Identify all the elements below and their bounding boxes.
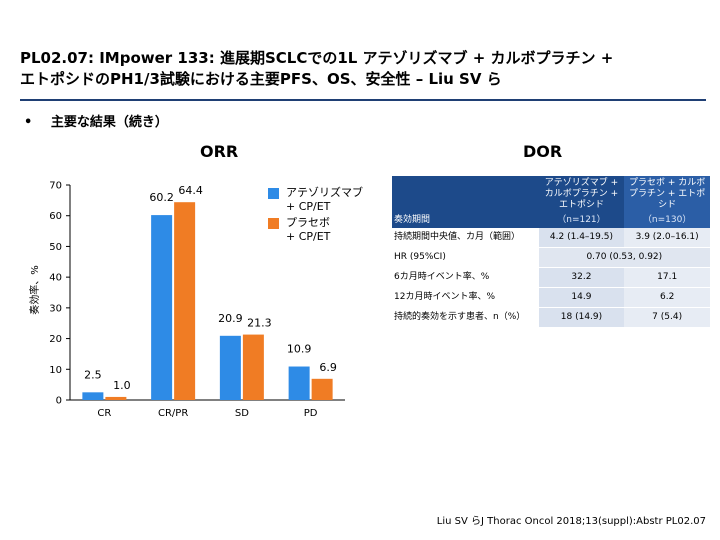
bar-atezo: [82, 392, 104, 400]
data-label: 2.5: [84, 368, 102, 381]
legend-placebo-line2: + CP/ET: [286, 230, 331, 243]
dor-row-c2: 17.1: [624, 267, 710, 288]
y-tick-label: 40: [49, 273, 62, 284]
dor-row-c1: 14.9: [538, 287, 625, 308]
y-tick-label: 30: [49, 303, 62, 314]
dor-col1-n: （n=121）: [538, 213, 625, 228]
dor-row-c2: 6.2: [624, 287, 710, 308]
chart-legend: アテゾリズマブ + CP/ET プラセボ + CP/ET: [268, 186, 363, 246]
y-tick-label: 70: [49, 181, 62, 192]
title-divider: [20, 99, 706, 101]
dor-row-c1: 32.2: [538, 267, 625, 288]
dor-row-c1: 18 (14.9): [538, 307, 625, 328]
dor-row-label: HR (95%CI): [392, 247, 539, 268]
legend-item-placebo: プラセボ + CP/ET: [268, 216, 363, 244]
bullet-text: 主要な結果（続き）: [50, 115, 168, 130]
x-tick-label: CR/PR: [158, 408, 188, 419]
table-row: 6カ月時イベント率、% 32.2 17.1: [392, 267, 710, 288]
dor-row-label: 6カ月時イベント率、%: [392, 267, 539, 288]
x-tick-label: PD: [304, 408, 318, 419]
dor-col2-n: （n=130）: [624, 213, 710, 228]
dor-row-label: 持続期間中央値、カ月（範囲）: [392, 228, 539, 248]
y-tick-label: 60: [49, 211, 62, 222]
orr-heading: ORR: [200, 142, 239, 161]
dor-col1-name: アテゾリズマブ + カルボプラチン + エトポシド: [538, 176, 625, 213]
legend-item-atezo: アテゾリズマブ + CP/ET: [268, 186, 363, 214]
data-label: 64.4: [178, 184, 203, 197]
data-label: 10.9: [287, 343, 312, 356]
bar-placebo: [311, 378, 333, 400]
bullet-marker: •: [24, 115, 33, 130]
legend-atezo-line1: アテゾリズマブ: [286, 186, 363, 199]
data-label: 6.9: [319, 361, 337, 374]
dor-heading: DOR: [523, 142, 563, 161]
y-tick-label: 20: [49, 334, 62, 345]
table-row: HR (95%CI) 0.70 (0.53, 0.92): [392, 247, 710, 268]
legend-placebo-line1: プラセボ: [286, 216, 330, 229]
x-tick-label: CR: [97, 408, 111, 419]
x-tick-label: SD: [235, 408, 249, 419]
legend-swatch-atezo: [268, 188, 279, 199]
dor-col2-name: プラセボ + カルボプラチン + エトポシド: [624, 176, 710, 213]
dor-row-label: 持続的奏効を示す患者、n（%）: [392, 307, 539, 328]
data-label: 20.9: [218, 312, 243, 325]
citation: Liu SV らJ Thorac Oncol 2018;13(suppl):Ab…: [436, 516, 706, 527]
bullet-point: • 主要な結果（続き）: [24, 111, 168, 130]
table-row: 持続的奏効を示す患者、n（%） 18 (14.9) 7 (5.4): [392, 307, 710, 328]
dor-row-label: 12カ月時イベント率、%: [392, 287, 539, 308]
dor-row-c2: 3.9 (2.0–16.1): [624, 228, 710, 248]
slide-title-line2: エトポシドのPH1/3試験における主要PFS、OS、安全性 – Liu SV ら: [20, 70, 502, 88]
legend-atezo-line2: + CP/ET: [286, 200, 331, 213]
dor-row-span: 0.70 (0.53, 0.92): [538, 247, 710, 268]
y-axis-label: 奏効率、%: [28, 265, 41, 315]
dor-table: 奏効期間 アテゾリズマブ + カルボプラチン + エトポシド プラセボ + カル…: [392, 176, 710, 328]
data-label: 21.3: [247, 317, 272, 330]
bar-placebo: [174, 202, 196, 400]
data-label: 1.0: [113, 379, 131, 392]
bar-atezo: [219, 335, 241, 400]
y-tick-label: 10: [49, 365, 62, 376]
table-row: 持続期間中央値、カ月（範囲） 4.2 (1.4–19.5) 3.9 (2.0–1…: [392, 228, 710, 248]
y-tick-label: 0: [56, 396, 62, 407]
legend-swatch-placebo: [268, 218, 279, 229]
bar-placebo: [105, 396, 127, 400]
bar-atezo: [288, 366, 310, 400]
dor-header-label: 奏効期間: [392, 176, 539, 228]
slide-title-line1: PL02.07: IMpower 133: 進展期SCLCでの1L アテゾリズマ…: [20, 49, 614, 67]
data-label: 60.2: [149, 191, 174, 204]
dor-row-c1: 4.2 (1.4–19.5): [538, 228, 625, 248]
table-row: 12カ月時イベント率、% 14.9 6.2: [392, 287, 710, 308]
bar-placebo: [242, 334, 264, 400]
bar-atezo: [151, 215, 173, 400]
slide-title: PL02.07: IMpower 133: 進展期SCLCでの1L アテゾリズマ…: [20, 48, 700, 90]
y-tick-label: 50: [49, 242, 62, 253]
dor-row-c2: 7 (5.4): [624, 307, 710, 328]
